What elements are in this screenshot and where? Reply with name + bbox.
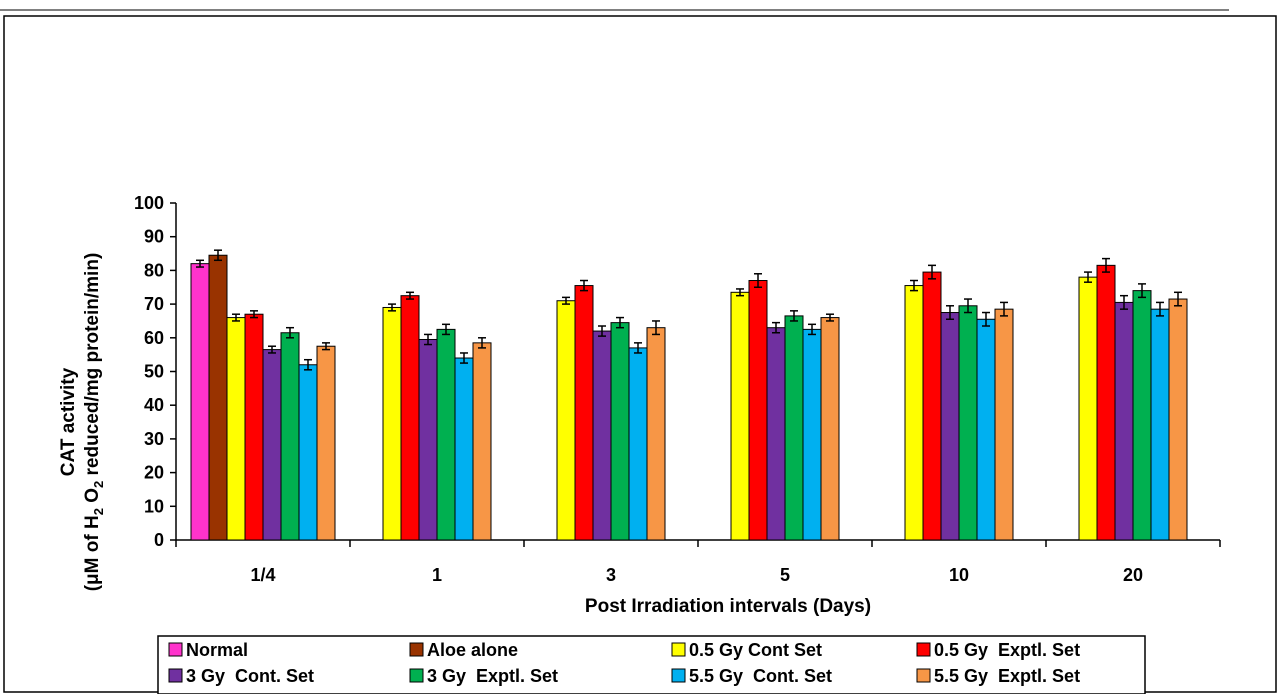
legend: Normal Aloe alone 0.5 Gy Cont Set 0.5 Gy Ex… (168, 640, 1080, 686)
bar (400, 295, 420, 541)
y-tick-label: 30 (144, 429, 164, 449)
y-tick-label: 80 (144, 260, 164, 280)
bar (1114, 301, 1134, 541)
legend-label: 3 Gy Exptl. Set (427, 666, 558, 686)
y-axis-title-sub1: 2 (91, 508, 106, 515)
bar (280, 332, 300, 541)
bar (382, 306, 402, 541)
y-axis-title-part2: O (82, 488, 103, 508)
legend-swatch (671, 642, 686, 657)
bar (556, 300, 576, 541)
legend-swatch (916, 642, 931, 657)
bar (592, 330, 612, 541)
legend-label: 0.5 Gy Cont Set (689, 640, 822, 660)
bar (1078, 276, 1098, 541)
x-tick-label: 1/4 (250, 565, 275, 585)
bar (1132, 290, 1152, 541)
bar (574, 285, 594, 541)
bar (748, 280, 768, 541)
bar (646, 327, 666, 541)
bar (802, 328, 822, 541)
legend-swatch (409, 642, 424, 657)
bar (904, 285, 924, 541)
x-tick-label: 20 (1123, 565, 1143, 585)
y-tick-label: 10 (144, 496, 164, 516)
bar (1096, 264, 1116, 541)
y-axis-title-sub2: 2 (91, 481, 106, 488)
legend-label: 5.5 Gy Cont. Set (689, 666, 832, 686)
y-tick-label: 40 (144, 395, 164, 415)
y-tick-label: 50 (144, 362, 164, 382)
bar (610, 322, 630, 541)
bar (994, 308, 1014, 541)
bar (418, 338, 438, 541)
bar (190, 263, 210, 541)
y-tick-label: 20 (144, 463, 164, 483)
bar (454, 357, 474, 541)
x-tick-label: 3 (606, 565, 616, 585)
y-axis-title: CAT activity (μM of H2 O2 reduced/mg pro… (58, 253, 106, 592)
bar (244, 313, 264, 541)
bar (940, 312, 960, 541)
bar (436, 328, 456, 541)
legend-label: Normal (186, 640, 248, 660)
legend-label: 3 Gy Cont. Set (186, 666, 314, 686)
y-axis-title-line1: CAT activity (58, 367, 79, 476)
bar (730, 291, 750, 541)
legend-swatch (916, 668, 931, 683)
y-tick-label: 90 (144, 227, 164, 247)
bar (208, 254, 228, 541)
y-tick-label: 100 (134, 193, 164, 213)
y-axis-title-part1: (μM of H (82, 515, 103, 591)
legend-box (157, 635, 1146, 694)
x-tick-label: 10 (949, 565, 969, 585)
legend-label: 5.5 Gy Exptl. Set (934, 666, 1080, 686)
legend-swatch (168, 668, 183, 683)
x-tick-label: 5 (780, 565, 790, 585)
x-tick-label: 1 (432, 565, 442, 585)
y-tick-label: 70 (144, 294, 164, 314)
bar (472, 342, 492, 541)
bar (1150, 308, 1170, 541)
bar (226, 317, 246, 541)
legend-swatch (409, 668, 424, 683)
y-tick-label: 60 (144, 328, 164, 348)
legend-swatch (671, 668, 686, 683)
bar (976, 318, 996, 541)
bar (958, 305, 978, 541)
y-axis-title-part3: reduced/mg protein/min) (82, 253, 103, 481)
chart-body: 0 10 20 30 40 50 60 70 80 90 100 1/4 1 3 5 10 20 (134, 193, 1221, 585)
bar (766, 327, 786, 541)
legend-swatch (168, 642, 183, 657)
x-axis-title: Post Irradiation intervals (Days) (585, 596, 871, 617)
bar (262, 349, 282, 541)
legend-label: Aloe alone (427, 640, 518, 660)
y-tick-label: 0 (154, 530, 164, 550)
bar (1168, 298, 1188, 541)
bar (784, 315, 804, 541)
bar (922, 271, 942, 541)
bar (628, 347, 648, 541)
bar (316, 345, 336, 541)
bar (298, 364, 318, 541)
y-axis-title-line2: (μM of H2 O2 reduced/mg protein/min) (82, 253, 106, 592)
legend-label: 0.5 Gy Exptl. Set (934, 640, 1080, 660)
bar (820, 317, 840, 541)
